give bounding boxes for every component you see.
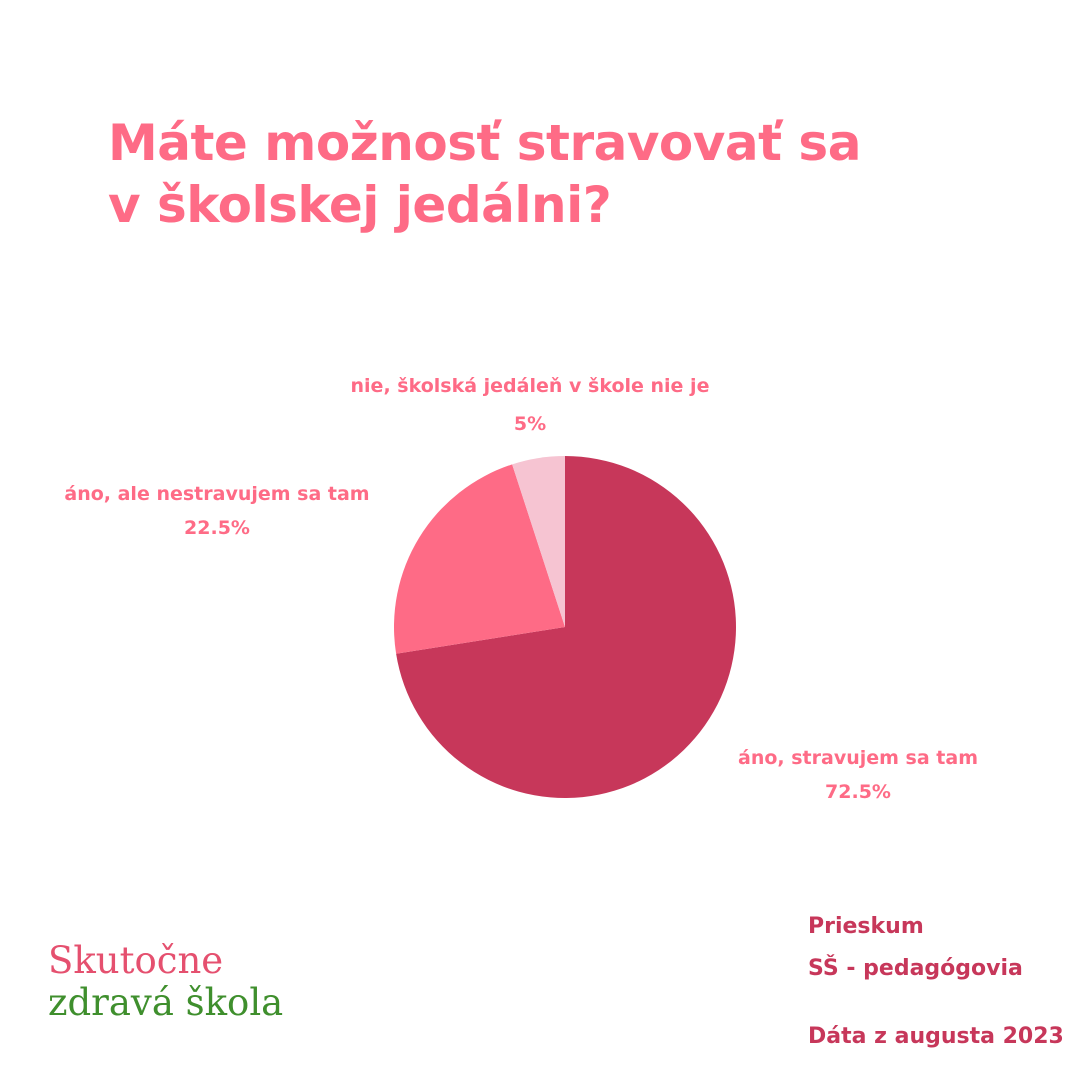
data-date: Dáta z augusta 2023 xyxy=(808,1024,1064,1049)
logo-line-2: zdravá škola xyxy=(48,981,284,1024)
slice-label-1: áno, ale nestravujem sa tam xyxy=(64,483,369,505)
slice-value-label-2: 5% xyxy=(514,413,546,435)
brand-logo: Skutočne zdravá škola xyxy=(48,940,283,1024)
chart-title: Máte možnosť stravovať sa v školskej jed… xyxy=(108,112,968,236)
logo-line-1: Skutočne xyxy=(48,939,224,982)
pie-slice-0 xyxy=(396,456,736,798)
slice-label-2: nie, školská jedáleň v škole nie je xyxy=(351,375,710,397)
chart-title-line-2: v školskej jedálni? xyxy=(108,176,612,234)
survey-info: Prieskum SŠ - pedagógovia Dáta z augusta… xyxy=(808,906,1068,1049)
pie-slice-2 xyxy=(512,456,565,627)
chart-title-line-1: Máte možnosť stravovať sa xyxy=(108,114,861,172)
survey-group: SŠ - pedagógovia xyxy=(808,956,1023,981)
pie-slice-1 xyxy=(393,464,565,654)
slice-label-0: áno, stravujem sa tam xyxy=(738,747,978,769)
slice-value-label-0: 72.5% xyxy=(825,781,891,803)
slice-value-label-1: 22.5% xyxy=(184,517,250,539)
survey-label: Prieskum xyxy=(808,914,924,939)
